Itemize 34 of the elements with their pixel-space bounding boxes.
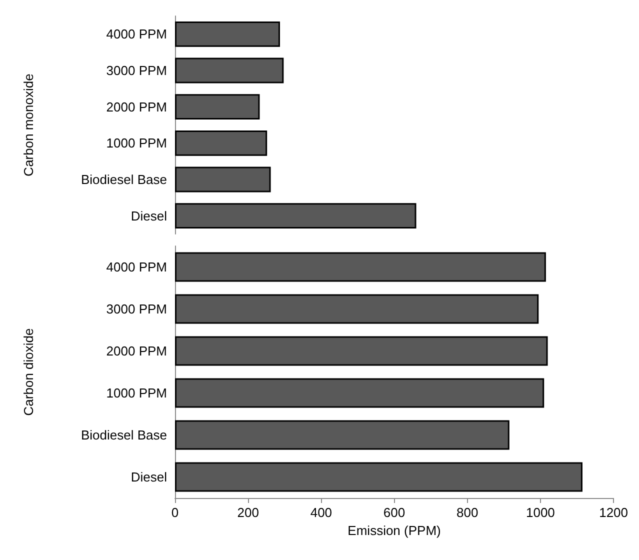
x-tick-label: 0 — [171, 505, 179, 520]
bar — [175, 462, 582, 492]
x-axis-title: Emission (PPM) — [348, 522, 441, 538]
y-tick-label: 4000 PPM — [106, 26, 167, 42]
bar — [175, 94, 260, 120]
y-tick-label: Diesel — [130, 470, 168, 484]
bar — [175, 252, 546, 282]
y-tick-label: 3000 PPM — [106, 63, 167, 78]
x-tick-label: 600 — [383, 505, 406, 520]
x-tick-label: 200 — [237, 505, 259, 520]
y-tick-label: Biodiesel Base — [81, 172, 167, 187]
bar — [175, 378, 544, 408]
y-tick-label: 4000 PPM — [106, 260, 167, 274]
y-tick-label: 2000 PPM — [106, 99, 167, 114]
y-tick-label: 2000 PPM — [106, 344, 167, 358]
y-axis-title: Carbon dioxide — [21, 328, 36, 416]
bar — [175, 166, 271, 192]
bar — [175, 294, 539, 324]
y-tick-label: Biodiesel Base — [81, 428, 167, 442]
bar — [175, 336, 548, 366]
x-tick-label: 1200 — [599, 505, 628, 520]
y-tick-label: 3000 PPM — [106, 302, 167, 316]
y-tick-label: 1000 PPM — [106, 386, 167, 400]
bar — [175, 21, 280, 47]
y-axis-title: Carbon monoxide — [21, 74, 36, 176]
x-tick-label: 800 — [456, 505, 478, 520]
x-tick-label: 1000 — [526, 505, 555, 520]
bar — [175, 420, 510, 450]
bar — [175, 203, 416, 229]
x-tick-label: 400 — [310, 505, 332, 520]
y-tick-label: 1000 PPM — [106, 136, 167, 151]
bar — [175, 130, 268, 156]
y-tick-label: Diesel — [130, 208, 168, 224]
bar — [175, 58, 284, 84]
